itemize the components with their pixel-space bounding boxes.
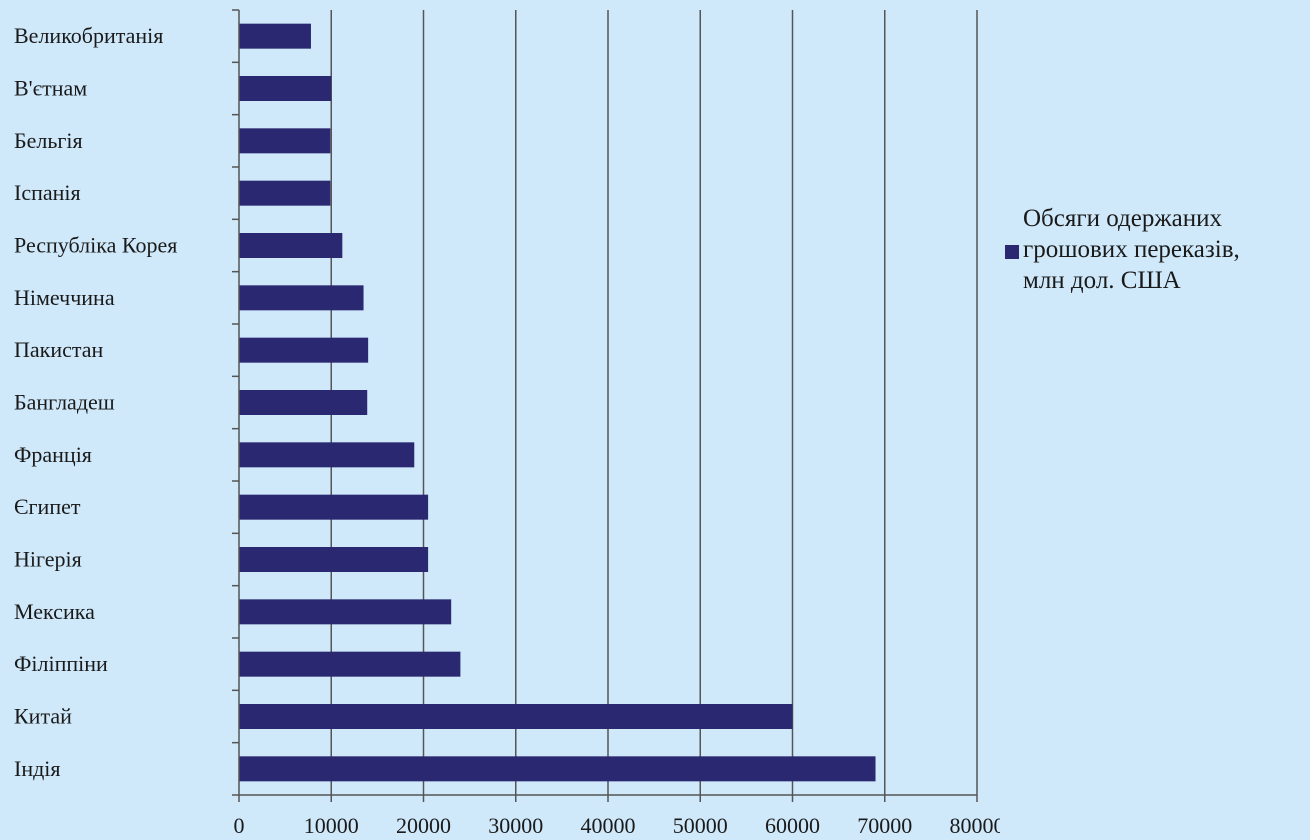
category-label: Єгипет [14,494,81,519]
bar [239,442,415,468]
x-tick-label: 70000 [857,813,912,838]
x-tick-label: 20000 [396,813,451,838]
category-label: Іспанія [14,180,81,205]
x-tick-label: 30000 [488,813,543,838]
legend-label: Обсяги одержаних грошових переказів, млн… [1023,205,1240,294]
category-label: Нігерія [14,547,82,572]
bar [239,390,368,415]
x-tick-label: 50000 [673,813,728,838]
category-label: В'єтнам [14,76,87,101]
bar [239,651,461,677]
x-tick-label: 40000 [581,813,636,838]
x-tick-label: 80000 [950,813,1001,838]
category-label: Філіппіни [14,651,108,676]
bar [239,285,364,311]
bar [239,756,876,782]
bar [239,494,429,520]
category-label: Франція [14,442,92,467]
bar [239,704,793,729]
category-label: Китай [14,704,72,729]
legend-swatch [1005,244,1019,259]
bar [239,23,311,49]
category-label: Республіка Корея [14,233,177,258]
category-label: Німеччина [14,285,115,310]
category-label: Бангладеш [14,390,115,415]
category-label: Індія [14,756,61,781]
bar [239,599,452,625]
bar [239,76,332,101]
x-tick-label: 60000 [765,813,820,838]
bar [239,547,429,572]
category-label: Пакистан [14,337,104,362]
x-tick-label: 0 [234,813,245,838]
bar-chart-plot: Великобританія В'єтнам Бельгія Іспанія Респу… [14,9,1001,838]
bar [239,180,331,206]
bar [239,128,331,154]
category-label: Бельгія [14,128,83,153]
bar [239,337,369,363]
legend: Обсяги одержаних грошових переказів, млн… [1005,203,1305,296]
category-label: Великобританія [14,23,163,48]
bar [239,233,343,258]
x-tick-label: 10000 [304,813,359,838]
category-label: Мексика [14,599,95,624]
